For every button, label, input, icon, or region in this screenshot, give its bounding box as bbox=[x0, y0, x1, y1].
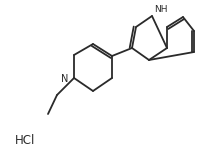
Text: NH: NH bbox=[154, 5, 167, 14]
Text: N: N bbox=[61, 74, 68, 84]
Text: HCl: HCl bbox=[15, 133, 35, 147]
